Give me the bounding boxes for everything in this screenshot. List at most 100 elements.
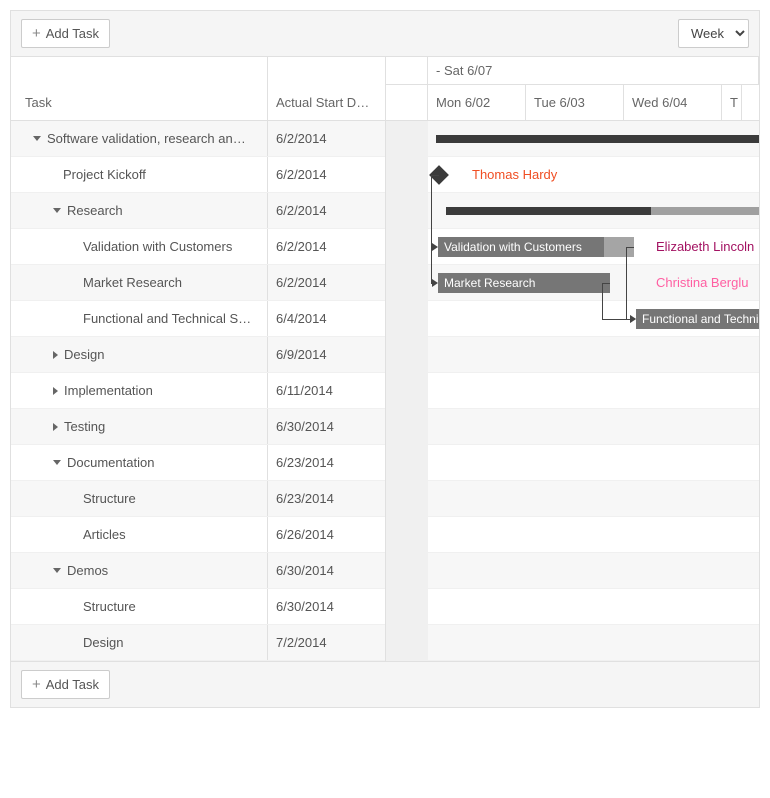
assignee-label: Thomas Hardy: [472, 167, 557, 182]
timeline-row: [386, 589, 759, 625]
dependency-arrow-icon: [432, 279, 438, 287]
task-cell: Design: [11, 337, 268, 372]
chevron-down-icon[interactable]: [33, 136, 41, 141]
weekend-shade: [386, 445, 428, 480]
task-row[interactable]: Articles 6/26/2014: [11, 517, 385, 553]
day-header-cell: Tue 6/03: [526, 85, 624, 120]
task-cell: Articles: [11, 517, 268, 552]
task-row[interactable]: Design 6/9/2014: [11, 337, 385, 373]
chevron-right-icon[interactable]: [53, 387, 58, 395]
weekend-shade: [386, 229, 428, 264]
task-row[interactable]: Functional and Technical S… 6/4/2014: [11, 301, 385, 337]
timeline-row: [386, 553, 759, 589]
task-date: 6/4/2014: [268, 301, 385, 336]
task-date: 6/26/2014: [268, 517, 385, 552]
task-label: Design: [83, 635, 123, 650]
task-date: 6/9/2014: [268, 337, 385, 372]
chevron-down-icon[interactable]: [53, 568, 61, 573]
task-row[interactable]: Software validation, research an… 6/2/201…: [11, 121, 385, 157]
add-task-button[interactable]: + Add Task: [21, 19, 110, 48]
chevron-down-icon[interactable]: [53, 460, 61, 465]
task-cell: Project Kickoff: [11, 157, 268, 192]
timeline-row: Functional and Technical: [386, 301, 759, 337]
week-header-row: - Sat 6/07: [386, 57, 759, 85]
dependency-arrow-icon: [630, 315, 636, 323]
view-select[interactable]: Week: [678, 19, 749, 48]
timeline-row: [386, 481, 759, 517]
timeline-row: [386, 445, 759, 481]
weekend-shade: [386, 373, 428, 408]
task-label: Structure: [83, 491, 136, 506]
task-cell: Software validation, research an…: [11, 121, 268, 156]
task-row[interactable]: Documentation6/23/2014: [11, 445, 385, 481]
task-row[interactable]: Research6/2/2014: [11, 193, 385, 229]
chevron-right-icon[interactable]: [53, 423, 58, 431]
task-date: 7/2/2014: [268, 625, 385, 660]
task-cell: Structure: [11, 481, 268, 516]
dependency-line: [431, 175, 439, 176]
task-bar[interactable]: Market Research: [438, 273, 610, 293]
task-label: Demos: [67, 563, 108, 578]
task-label: Articles: [83, 527, 126, 542]
task-date: 6/2/2014: [268, 121, 385, 156]
add-task-button-footer[interactable]: + Add Task: [21, 670, 110, 699]
toolbar-top: + Add Task Week: [11, 11, 759, 57]
task-cell: Validation with Customers: [11, 229, 268, 264]
task-cell: Design: [11, 625, 268, 660]
task-label: Design: [64, 347, 104, 362]
task-row[interactable]: Testing 6/30/2014: [11, 409, 385, 445]
weekend-shade: [386, 193, 428, 228]
task-label: Research: [67, 203, 123, 218]
task-row[interactable]: Implementation 6/11/2014: [11, 373, 385, 409]
weekend-shade: [386, 553, 428, 588]
timeline-row: [386, 193, 759, 229]
task-date: 6/30/2014: [268, 589, 385, 624]
dependency-line: [602, 319, 630, 320]
task-label: Structure: [83, 599, 136, 614]
column-header-task[interactable]: Task: [11, 57, 268, 120]
timeline-row: Thomas Hardy: [386, 157, 759, 193]
task-label: Testing: [64, 419, 105, 434]
left-header: Task Actual Start D…: [11, 57, 385, 121]
chevron-right-icon[interactable]: [53, 351, 58, 359]
timeline-row: [386, 517, 759, 553]
task-label: Implementation: [64, 383, 153, 398]
dependency-line: [431, 175, 432, 283]
task-row[interactable]: Structure6/23/2014: [11, 481, 385, 517]
task-bar[interactable]: Validation with Customers: [438, 237, 634, 257]
add-task-label: Add Task: [46, 26, 99, 41]
column-header-date[interactable]: Actual Start D…: [268, 57, 385, 120]
task-date: 6/30/2014: [268, 409, 385, 444]
task-date: 6/11/2014: [268, 373, 385, 408]
task-row[interactable]: Structure 6/30/2014: [11, 589, 385, 625]
dependency-line: [602, 283, 603, 319]
plus-icon: +: [32, 25, 41, 42]
task-row[interactable]: Design 7/2/2014: [11, 625, 385, 661]
timeline-row: [386, 373, 759, 409]
task-cell: Implementation: [11, 373, 268, 408]
day-header-cell: T: [722, 85, 742, 120]
day-header-row: Mon 6/02Tue 6/03Wed 6/04T: [386, 85, 759, 120]
right-pane: - Sat 6/07 Mon 6/02Tue 6/03Wed 6/04T Tho…: [386, 57, 759, 661]
task-row[interactable]: Market Research6/2/2014: [11, 265, 385, 301]
task-cell: Research: [11, 193, 268, 228]
task-label: Market Research: [83, 275, 182, 290]
task-row[interactable]: Validation with Customers6/2/2014: [11, 229, 385, 265]
timeline-row: [386, 121, 759, 157]
summary-bar[interactable]: [436, 135, 759, 143]
dependency-line: [626, 247, 634, 248]
task-row[interactable]: Demos6/30/2014: [11, 553, 385, 589]
task-label: Validation with Customers: [83, 239, 232, 254]
task-cell: Market Research: [11, 265, 268, 300]
weekend-shade: [386, 589, 428, 624]
task-rows: Software validation, research an… 6/2/201…: [11, 121, 385, 661]
weekend-shade: [386, 265, 428, 300]
task-label: Software validation, research an…: [47, 131, 246, 146]
task-label: Functional and Technical S…: [83, 311, 251, 326]
task-bar[interactable]: Functional and Technical: [636, 309, 759, 329]
task-row[interactable]: Project Kickoff6/2/2014: [11, 157, 385, 193]
dependency-arrow-icon: [432, 243, 438, 251]
chevron-down-icon[interactable]: [53, 208, 61, 213]
summary-bar-partial: [651, 207, 759, 215]
day-header-cell: Wed 6/04: [624, 85, 722, 120]
